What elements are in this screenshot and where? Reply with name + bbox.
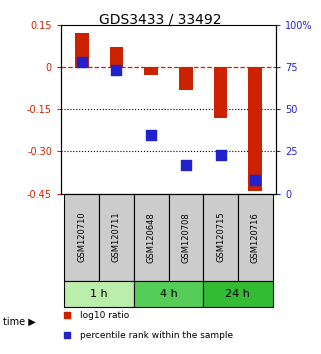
- Point: [253, 177, 258, 183]
- Bar: [134, 281, 203, 307]
- Text: GSM120708: GSM120708: [181, 212, 190, 263]
- Text: GSM120711: GSM120711: [112, 212, 121, 263]
- Text: time ▶: time ▶: [3, 316, 36, 326]
- Point: [183, 162, 188, 168]
- Text: percentile rank within the sample: percentile rank within the sample: [80, 331, 233, 340]
- Point: [65, 333, 70, 338]
- Text: 24 h: 24 h: [225, 289, 250, 299]
- Text: GSM120648: GSM120648: [147, 212, 156, 263]
- Point: [149, 132, 154, 137]
- Bar: [213, 67, 228, 118]
- Text: 1 h: 1 h: [90, 289, 108, 299]
- Point: [79, 59, 84, 65]
- Bar: [75, 33, 89, 67]
- Text: log10 ratio: log10 ratio: [80, 311, 130, 320]
- Bar: [65, 281, 134, 307]
- Bar: [99, 194, 134, 281]
- Bar: [169, 194, 203, 281]
- Bar: [144, 67, 158, 75]
- Text: GDS3433 / 33492: GDS3433 / 33492: [99, 12, 222, 27]
- Bar: [203, 194, 238, 281]
- Point: [65, 312, 70, 318]
- Text: GSM120716: GSM120716: [251, 212, 260, 263]
- Bar: [248, 67, 262, 191]
- Bar: [65, 194, 99, 281]
- Point: [218, 152, 223, 158]
- Bar: [109, 47, 124, 67]
- Text: GSM120715: GSM120715: [216, 212, 225, 263]
- Bar: [203, 281, 273, 307]
- Text: 4 h: 4 h: [160, 289, 178, 299]
- Bar: [134, 194, 169, 281]
- Text: GSM120710: GSM120710: [77, 212, 86, 263]
- Bar: [179, 67, 193, 90]
- Bar: [238, 194, 273, 281]
- Point: [114, 68, 119, 73]
